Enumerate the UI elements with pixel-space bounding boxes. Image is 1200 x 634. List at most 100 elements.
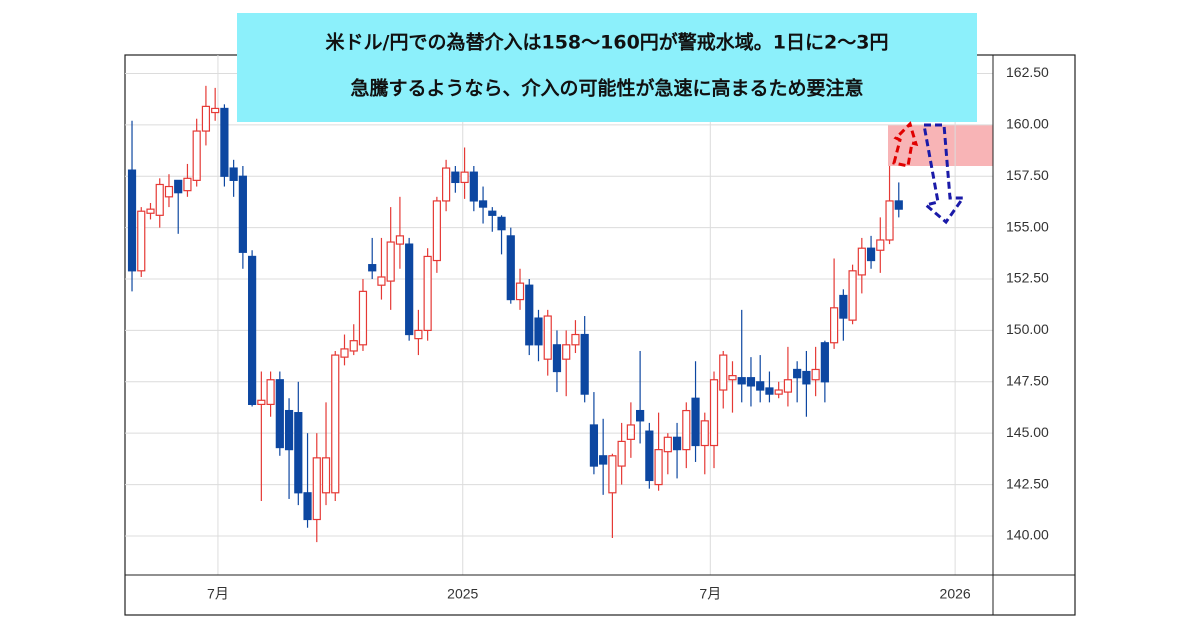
candle-body — [571, 333, 580, 346]
candle-body — [451, 171, 460, 184]
annotation: 米ドル/円での為替介入は158〜160円が警戒水域。1日に2〜3円 急騰するよう… — [237, 13, 977, 122]
x-tick-label: 2026 — [940, 586, 971, 602]
y-tick-label: 157.50 — [1006, 167, 1049, 183]
arrows — [892, 121, 966, 225]
candle-body — [423, 255, 432, 332]
y-tick-label: 140.00 — [1006, 527, 1049, 543]
y-tick-label: 142.50 — [1006, 475, 1049, 491]
candle-body — [645, 430, 654, 482]
candle-body — [894, 200, 903, 210]
candle-body — [340, 348, 349, 358]
candle-body — [756, 381, 765, 391]
candle-body — [488, 210, 497, 216]
candle-body — [137, 210, 146, 272]
candle-body — [368, 264, 377, 272]
candle-body — [626, 424, 635, 440]
candle-body — [377, 276, 386, 286]
candle-body — [608, 455, 617, 494]
candle-body — [248, 255, 257, 406]
candle-body — [728, 375, 737, 381]
candle-body — [830, 307, 839, 344]
candle-body — [127, 169, 137, 272]
candle-body — [220, 107, 229, 177]
candle-body — [275, 379, 284, 449]
candle-body — [164, 185, 174, 198]
y-tick-label: 147.50 — [1006, 373, 1049, 389]
candle-body — [654, 449, 663, 486]
candle-body — [229, 167, 238, 181]
candle-body — [543, 315, 552, 360]
candle-body — [682, 409, 691, 451]
annotation-line: 急騰するようなら、介入の可能性が急速に高まるため要注意 — [350, 77, 863, 100]
candle-body — [562, 344, 571, 360]
candle-body — [599, 455, 608, 465]
candle-body — [737, 377, 746, 385]
candle-body — [857, 247, 866, 276]
candle-body — [552, 344, 562, 373]
candle-body — [617, 440, 626, 467]
y-tick-label: 155.00 — [1006, 218, 1049, 234]
y-tick-label: 160.00 — [1006, 116, 1049, 132]
candle-body — [257, 399, 266, 406]
candle-body — [783, 379, 793, 393]
candle-body — [211, 107, 220, 114]
candle-body — [774, 389, 783, 395]
x-tick-label: 7月 — [699, 586, 721, 602]
candle-body — [266, 379, 275, 406]
candle-body — [506, 235, 515, 301]
annotation-box — [237, 13, 977, 122]
candle-body — [765, 387, 774, 395]
y-tick-label: 145.00 — [1006, 424, 1049, 440]
candle-body — [746, 377, 756, 387]
up-arrow — [892, 121, 919, 168]
candle-body — [312, 457, 321, 521]
y-tick-label: 152.50 — [1006, 270, 1049, 286]
candle-body — [284, 409, 294, 451]
candle-body — [820, 342, 829, 383]
candle-body — [395, 235, 405, 245]
annotation-line: 米ドル/円での為替介入は158〜160円が警戒水域。1日に2〜3円 — [326, 31, 889, 54]
candle-body — [802, 370, 811, 385]
y-tick-label: 162.50 — [1006, 64, 1049, 80]
plot-area — [125, 55, 993, 575]
candle-body — [793, 368, 802, 379]
candle-body — [589, 424, 599, 467]
x-tick-label: 2025 — [447, 586, 478, 602]
candle-body — [146, 208, 155, 214]
candle-body — [839, 294, 848, 319]
candle-body — [414, 329, 423, 340]
candle-body — [358, 290, 368, 346]
candle-body — [303, 492, 312, 521]
candle-body — [460, 171, 469, 184]
candle-body — [700, 420, 709, 447]
candle-body — [672, 436, 682, 451]
candle-body — [174, 179, 183, 194]
candle-body — [238, 175, 247, 253]
candle-body — [469, 171, 478, 202]
candle-body — [192, 130, 201, 181]
candle-body — [811, 368, 820, 381]
candle-body — [478, 200, 488, 208]
candle-body — [349, 340, 358, 352]
candle-body — [534, 317, 543, 346]
candle-body — [866, 247, 876, 262]
candle-body — [636, 409, 645, 422]
candle-body — [386, 241, 395, 282]
candle-body — [432, 200, 441, 262]
candle-body — [719, 354, 728, 391]
candle-body — [709, 379, 719, 447]
candle-body — [294, 412, 303, 494]
candle-body — [405, 243, 414, 336]
candle-body — [321, 457, 331, 494]
x-tick-label: 7月 — [207, 586, 229, 602]
candle-body — [442, 167, 451, 202]
candle-body — [876, 239, 885, 251]
candle-body — [515, 282, 525, 301]
candle-body — [691, 397, 700, 447]
candle-body — [848, 270, 857, 321]
candle-body — [183, 177, 192, 192]
y-tick-label: 150.00 — [1006, 321, 1049, 337]
candle-body — [201, 105, 211, 132]
candle-body — [497, 216, 506, 231]
